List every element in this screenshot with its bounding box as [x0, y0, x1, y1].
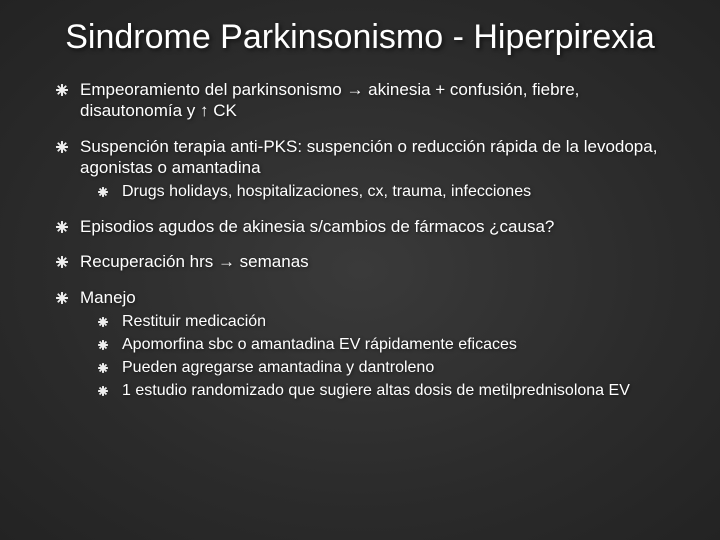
list-item: Manejo Restituir medicación Apomorfina s… [56, 287, 664, 401]
bullet-text: Empeoramiento del parkinsonismo → akines… [80, 80, 579, 120]
sub-bullet-text: Pueden agregarse amantadina y dantroleno [122, 359, 434, 376]
sub-list-item: Restituir medicación [98, 312, 664, 332]
list-item: Empeoramiento del parkinsonismo → akines… [56, 79, 664, 122]
sub-list-item: Drugs holidays, hospitalizaciones, cx, t… [98, 182, 664, 202]
sub-list-item: 1 estudio randomizado que sugiere altas … [98, 381, 664, 401]
sub-bullet-text: Apomorfina sbc o amantadina EV rápidamen… [122, 336, 517, 353]
list-item: Recuperación hrs → semanas [56, 251, 664, 272]
bullet-text: Episodios agudos de akinesia s/cambios d… [80, 217, 554, 236]
sub-list: Drugs holidays, hospitalizaciones, cx, t… [80, 182, 664, 202]
sub-bullet-text: Restituir medicación [122, 313, 266, 330]
sub-list-item: Pueden agregarse amantadina y dantroleno [98, 358, 664, 378]
bullet-text: Recuperación hrs → semanas [80, 252, 309, 271]
slide-title: Sindrome Parkinsonismo - Hiperpirexia [56, 18, 664, 57]
sub-list: Restituir medicación Apomorfina sbc o am… [80, 312, 664, 401]
sub-list-item: Apomorfina sbc o amantadina EV rápidamen… [98, 335, 664, 355]
list-item: Suspención terapia anti-PKS: suspención … [56, 136, 664, 203]
list-item: Episodios agudos de akinesia s/cambios d… [56, 216, 664, 237]
slide: Sindrome Parkinsonismo - Hiperpirexia Em… [0, 0, 720, 540]
bullet-list: Empeoramiento del parkinsonismo → akines… [56, 79, 664, 401]
sub-bullet-text: 1 estudio randomizado que sugiere altas … [122, 382, 630, 399]
sub-bullet-text: Drugs holidays, hospitalizaciones, cx, t… [122, 183, 531, 200]
bullet-text: Manejo [80, 288, 136, 307]
bullet-text: Suspención terapia anti-PKS: suspención … [80, 137, 657, 177]
